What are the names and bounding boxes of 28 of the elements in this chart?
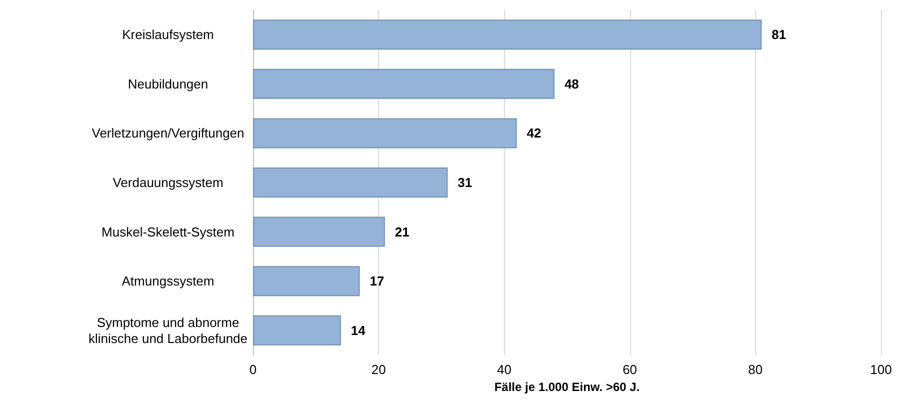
bar [253, 68, 554, 99]
x-tick-label: 40 [496, 362, 512, 377]
bar [253, 168, 448, 198]
data-label: 31 [458, 175, 472, 190]
y-tick-label: Neubildungen [128, 76, 208, 92]
data-label: 21 [394, 224, 410, 240]
bar [253, 315, 341, 346]
x-tick-label: 80 [748, 362, 763, 377]
y-tick-label: Atmungssystem [122, 274, 214, 289]
data-label: 48 [564, 76, 579, 92]
y-tick-label: Verletzungen/Vergiftungen [92, 126, 244, 141]
data-label: 14 [350, 322, 366, 338]
y-tick-label: Verdauungssystem [112, 175, 224, 190]
y-tick-label: Kreislaufsystem [122, 27, 214, 42]
data-label: 81 [772, 27, 786, 42]
x-tick-label: 100 [870, 362, 892, 377]
bar [253, 118, 517, 148]
y-tick-label: Symptome und abnorme klinische und Laborbefunde [88, 314, 248, 346]
bar [253, 216, 385, 247]
bar [253, 266, 360, 296]
x-tick-label: 0 [249, 362, 257, 377]
data-label: 42 [526, 126, 542, 141]
x-axis-title: Fälle je 1.000 Einw. >60 J. [494, 380, 640, 394]
x-tick-label: 20 [371, 362, 386, 377]
data-label: 17 [370, 274, 384, 289]
bar [253, 20, 762, 50]
y-tick-label: Muskel-Skelett-System [102, 224, 234, 240]
x-tick-label: 60 [622, 362, 638, 377]
